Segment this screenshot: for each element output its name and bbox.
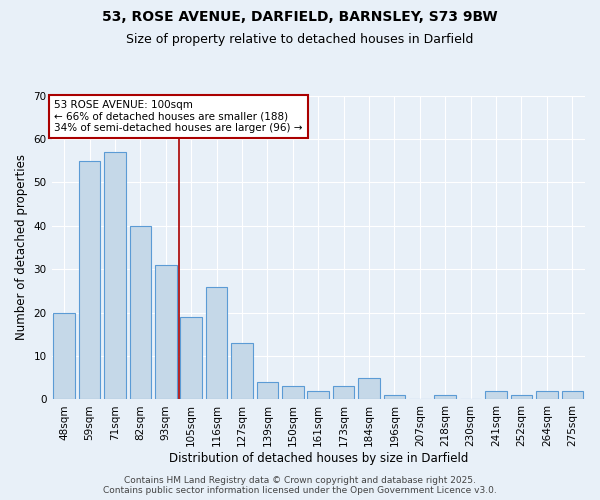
Bar bbox=[333, 386, 355, 400]
Bar bbox=[282, 386, 304, 400]
Bar bbox=[485, 391, 507, 400]
Bar bbox=[434, 395, 456, 400]
Bar bbox=[231, 343, 253, 400]
Bar bbox=[206, 286, 227, 400]
Bar bbox=[155, 265, 176, 400]
Bar bbox=[104, 152, 126, 400]
Bar bbox=[511, 395, 532, 400]
Bar bbox=[79, 160, 100, 400]
Bar bbox=[53, 312, 75, 400]
Y-axis label: Number of detached properties: Number of detached properties bbox=[15, 154, 28, 340]
Bar bbox=[562, 391, 583, 400]
Text: Contains HM Land Registry data © Crown copyright and database right 2025.
Contai: Contains HM Land Registry data © Crown c… bbox=[103, 476, 497, 495]
Text: 53, ROSE AVENUE, DARFIELD, BARNSLEY, S73 9BW: 53, ROSE AVENUE, DARFIELD, BARNSLEY, S73… bbox=[102, 10, 498, 24]
Bar bbox=[181, 317, 202, 400]
Bar bbox=[130, 226, 151, 400]
Text: 53 ROSE AVENUE: 100sqm
← 66% of detached houses are smaller (188)
34% of semi-de: 53 ROSE AVENUE: 100sqm ← 66% of detached… bbox=[54, 100, 303, 134]
Bar bbox=[383, 395, 405, 400]
Bar bbox=[358, 378, 380, 400]
Bar bbox=[536, 391, 557, 400]
Bar bbox=[257, 382, 278, 400]
Text: Size of property relative to detached houses in Darfield: Size of property relative to detached ho… bbox=[127, 32, 473, 46]
Bar bbox=[307, 391, 329, 400]
X-axis label: Distribution of detached houses by size in Darfield: Distribution of detached houses by size … bbox=[169, 452, 468, 465]
